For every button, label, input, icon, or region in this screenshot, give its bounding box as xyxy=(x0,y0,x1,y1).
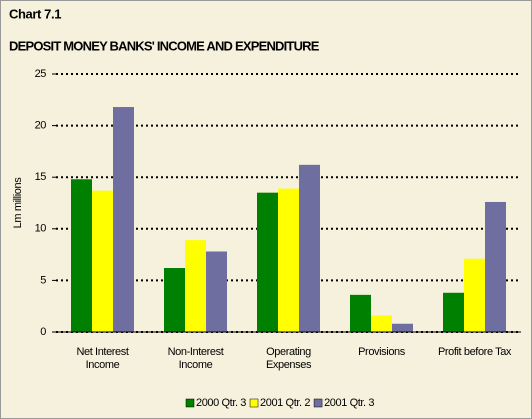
bar xyxy=(485,201,506,332)
x-tick-label: Operating Expenses xyxy=(265,346,312,371)
y-tick-label: 5 xyxy=(40,274,46,286)
legend-swatch xyxy=(313,398,323,408)
x-tick-label: Provisions xyxy=(358,346,405,358)
legend-label: 2001 Qtr. 2 xyxy=(260,397,310,409)
bar xyxy=(92,190,113,332)
bar xyxy=(206,251,227,332)
legend-label: 2001 Qtr. 3 xyxy=(324,397,374,409)
bar xyxy=(278,188,299,332)
bar xyxy=(113,107,134,332)
y-tick-label: 10 xyxy=(35,223,47,235)
y-tick-label: 25 xyxy=(35,68,47,80)
bar xyxy=(71,179,92,332)
chart-title: Chart 7.1 xyxy=(9,6,61,21)
bar xyxy=(464,258,485,332)
legend-swatch xyxy=(185,398,195,408)
bar xyxy=(299,164,320,332)
y-tick-label: 20 xyxy=(35,120,47,132)
chart-subtitle: DEPOSIT MONEY BANKS' INCOME AND EXPENDIT… xyxy=(9,38,320,53)
x-tick-label: Non-Interest Income xyxy=(167,346,224,371)
bar xyxy=(392,323,413,332)
y-axis-label: Lm millions xyxy=(12,177,24,229)
legend-swatch xyxy=(249,398,259,408)
bar xyxy=(185,240,206,332)
legend-label: 2000 Qtr. 3 xyxy=(196,397,246,409)
bar xyxy=(164,268,185,332)
y-tick-label: 15 xyxy=(35,171,47,183)
bar xyxy=(257,192,278,332)
bar xyxy=(443,292,464,332)
y-tick-label: 0 xyxy=(40,326,46,338)
bar xyxy=(371,315,392,332)
bar xyxy=(350,294,371,332)
x-tick-label: Net Interest Income xyxy=(76,346,129,371)
x-tick-label: Profit before Tax xyxy=(437,346,512,358)
